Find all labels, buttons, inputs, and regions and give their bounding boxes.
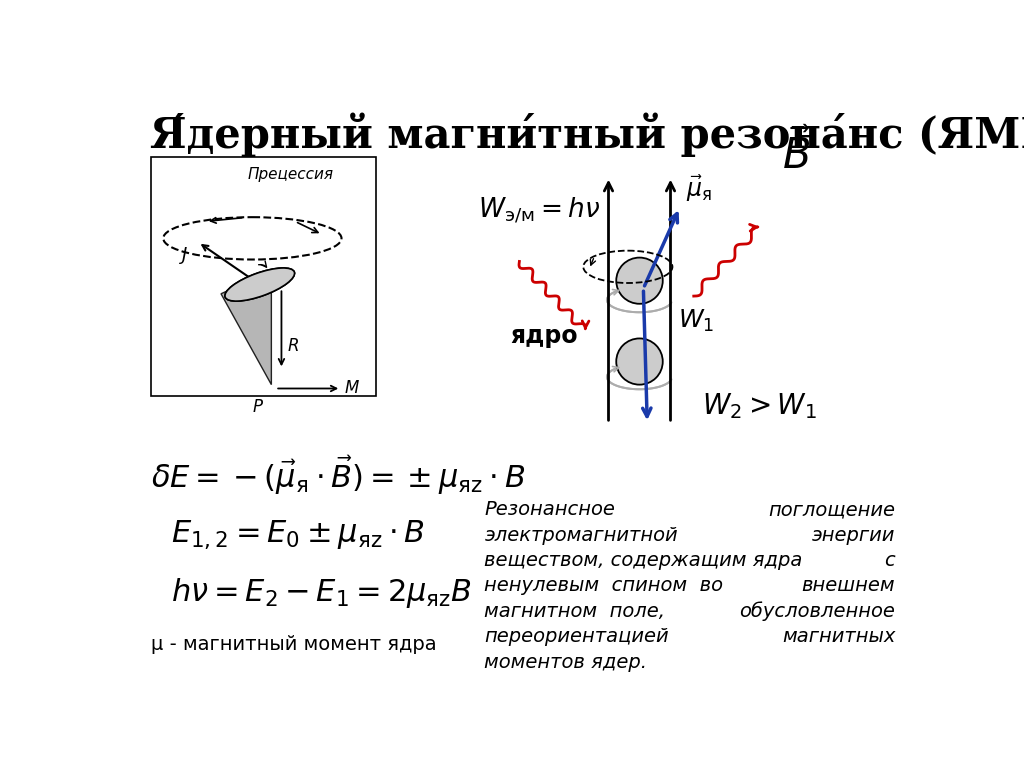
Circle shape	[616, 338, 663, 384]
Text: ядро: ядро	[510, 324, 578, 348]
Text: $W_2 > W_1$: $W_2 > W_1$	[701, 391, 816, 421]
Text: $\vec{B}$: $\vec{B}$	[781, 130, 810, 178]
Text: магнитном  поле,: магнитном поле,	[484, 602, 666, 621]
Text: μ - магнитный момент ядра: μ - магнитный момент ядра	[152, 635, 437, 654]
Text: $\vec{\mu}_{\mathrm{я}}$: $\vec{\mu}_{\mathrm{я}}$	[686, 173, 712, 204]
Text: обусловленное: обусловленное	[739, 602, 895, 621]
Text: R: R	[288, 337, 299, 355]
Text: электромагнитной: электромагнитной	[484, 525, 678, 545]
Bar	[152, 157, 376, 397]
Text: поглощение: поглощение	[768, 500, 895, 519]
Ellipse shape	[225, 268, 295, 301]
Text: моментов ядер.: моментов ядер.	[484, 653, 647, 672]
Text: переориентацией: переориентацией	[484, 627, 669, 646]
Text: $W_1$: $W_1$	[678, 308, 715, 334]
Text: ненулевым  спином  во: ненулевым спином во	[484, 576, 724, 595]
Text: магнитных: магнитных	[782, 627, 895, 646]
Text: M: M	[345, 380, 359, 397]
Text: энергии: энергии	[812, 525, 895, 545]
Text: Резонансное: Резонансное	[484, 500, 615, 519]
Text: веществом, содержащим ядра: веществом, содержащим ядра	[484, 551, 803, 570]
Text: $h\nu = E_2 - E_1 = 2\mu_{\mathrm{яz}}B$: $h\nu = E_2 - E_1 = 2\mu_{\mathrm{яz}}B$	[171, 575, 471, 610]
Polygon shape	[221, 271, 271, 384]
Ellipse shape	[225, 268, 295, 301]
Text: Прецессия: Прецессия	[248, 167, 334, 182]
Text: $\delta E = -(\vec{\mu}_{\mathrm{я}} \cdot \vec{B}) = \pm\mu_{\mathrm{яz}} \cdot: $\delta E = -(\vec{\mu}_{\mathrm{я}} \cd…	[152, 454, 525, 497]
Text: Я́дерный магни́тный резона́нс (ЯМР): Я́дерный магни́тный резона́нс (ЯМР)	[150, 112, 1024, 156]
Text: $E_{1,2} = E_0 \pm \mu_{\mathrm{яz}} \cdot B$: $E_{1,2} = E_0 \pm \mu_{\mathrm{яz}} \cd…	[171, 518, 424, 551]
Text: J: J	[181, 246, 186, 264]
Text: $W_{\mathsf{э/м}} = h\nu$: $W_{\mathsf{э/м}} = h\nu$	[478, 196, 601, 226]
Circle shape	[616, 258, 663, 304]
Text: с: с	[885, 551, 895, 570]
Text: внешнем: внешнем	[802, 576, 895, 595]
Text: P: P	[253, 399, 262, 416]
